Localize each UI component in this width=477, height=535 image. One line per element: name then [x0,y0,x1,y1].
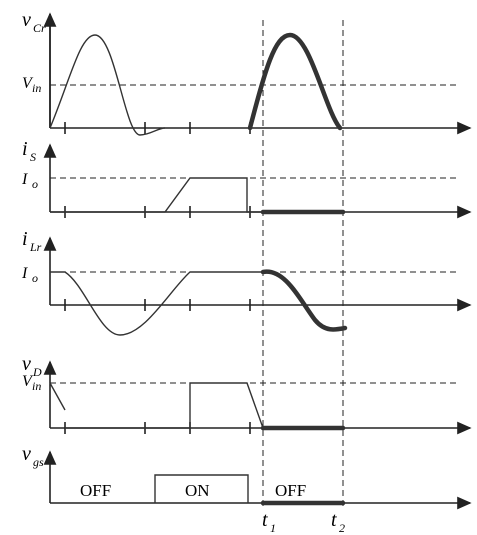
level-label: I [21,171,28,188]
level-label: I [21,265,28,282]
panel-label: i [22,228,28,250]
panel-label: i [22,138,28,160]
level-label-sub: o [32,271,38,285]
level-label-sub: in [32,81,41,95]
gate-state: ON [185,481,210,500]
gate-state: OFF [275,481,306,500]
reference-lines [50,20,460,510]
panel-label-sub: S [30,150,36,164]
time-marker-sub: 1 [270,521,276,535]
waveform-diagram: vCr Vin iS Io iLr Io vD Vin vgs OFF ON O… [0,0,477,535]
panel-label-sub: D [32,365,42,379]
panel-label: v [22,443,31,465]
level-label-sub: o [32,177,38,191]
time-marker: t [331,509,337,531]
waveforms [50,35,345,503]
time-marker: t [262,509,268,531]
gate-state: OFF [80,481,111,500]
panel-label: v [22,9,31,31]
level-label-sub: in [32,379,41,393]
panel-label: v [22,353,31,375]
time-marker-sub: 2 [339,521,345,535]
panel-label-sub: gs [33,455,44,469]
panel-label-sub: Lr [29,240,42,254]
panel-label-sub: Cr [33,21,46,35]
